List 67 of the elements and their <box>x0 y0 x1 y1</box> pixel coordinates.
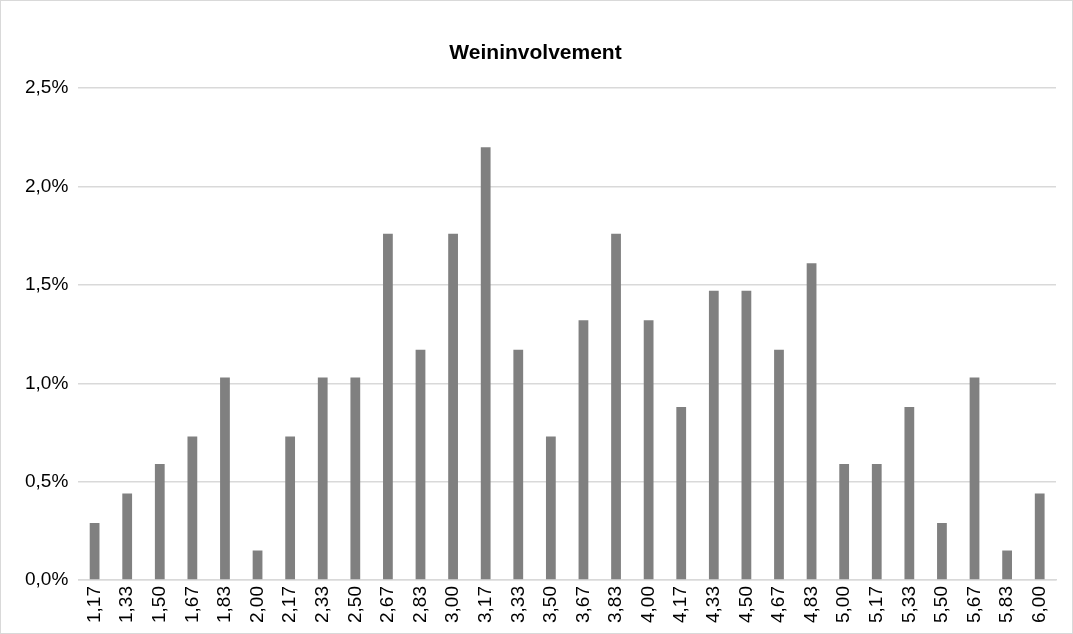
bar <box>741 290 752 580</box>
x-tick-label: 5,33 <box>897 586 919 623</box>
x-tick-label: 4,67 <box>767 586 789 623</box>
x-tick-label: 5,67 <box>962 586 984 623</box>
bar <box>285 436 296 580</box>
bar <box>806 263 817 580</box>
bar <box>708 290 719 580</box>
x-tick-label: 5,50 <box>930 586 952 623</box>
x-tick-label: 1,50 <box>148 586 170 623</box>
bar <box>904 406 915 580</box>
x-tick-label: 1,67 <box>180 586 202 623</box>
x-tick-label: 4,00 <box>636 586 658 623</box>
x-tick-label: 6,00 <box>1027 586 1049 623</box>
x-tick-label: 5,17 <box>864 586 886 623</box>
bar <box>1002 550 1012 580</box>
bar <box>89 522 100 580</box>
bar <box>676 406 687 580</box>
x-tick-label: 2,83 <box>408 586 430 623</box>
y-tick-label: 0,5% <box>24 469 69 491</box>
y-tick-label: 1,5% <box>24 273 69 295</box>
y-tick-label: 0,0% <box>24 568 69 590</box>
x-tick-label: 2,00 <box>245 586 267 623</box>
bar <box>122 493 133 580</box>
x-tick-label: 2,50 <box>343 586 365 623</box>
x-tick-label: 3,00 <box>441 586 463 623</box>
bar <box>643 320 654 580</box>
bar <box>969 377 980 580</box>
x-tick-label: 1,17 <box>82 586 104 623</box>
x-tick-label: 4,83 <box>799 586 821 623</box>
x-tick-label: 3,83 <box>604 586 626 623</box>
bar <box>937 522 947 580</box>
x-tick-label: 4,50 <box>734 586 756 623</box>
bar <box>220 377 230 580</box>
x-tick-label: 5,83 <box>995 586 1017 623</box>
bar <box>578 320 589 580</box>
bar <box>774 349 784 580</box>
bar <box>871 463 882 580</box>
x-tick-label: 3,50 <box>539 586 561 623</box>
x-tick-label: 2,67 <box>376 586 398 623</box>
bar <box>1034 493 1045 580</box>
bar <box>839 463 850 580</box>
chart-title: Weininvolvement <box>449 40 622 64</box>
bar <box>480 147 491 580</box>
x-tick-label: 3,33 <box>506 586 528 623</box>
x-tick-label: 3,67 <box>571 586 593 623</box>
bar <box>448 233 458 580</box>
y-tick-label: 2,0% <box>24 174 69 196</box>
bar <box>187 436 198 580</box>
x-tick-label: 3,17 <box>473 586 495 623</box>
bar <box>317 377 328 580</box>
x-tick-label: 4,17 <box>669 586 691 623</box>
bar <box>415 349 426 580</box>
bar <box>545 436 556 580</box>
bar <box>611 233 621 580</box>
bar <box>513 349 524 580</box>
x-tick-label: 2,17 <box>278 586 300 623</box>
bar <box>350 377 361 580</box>
y-tick-label: 2,5% <box>24 76 69 98</box>
bar <box>383 233 393 580</box>
x-tick-label: 1,33 <box>115 586 137 623</box>
x-tick-label: 5,00 <box>832 586 854 623</box>
y-tick-label: 1,0% <box>24 371 69 393</box>
x-tick-label: 2,33 <box>310 586 332 623</box>
bar <box>154 463 165 580</box>
bar <box>252 550 263 580</box>
x-tick-label: 4,33 <box>702 586 724 623</box>
x-tick-label: 1,83 <box>213 586 235 623</box>
